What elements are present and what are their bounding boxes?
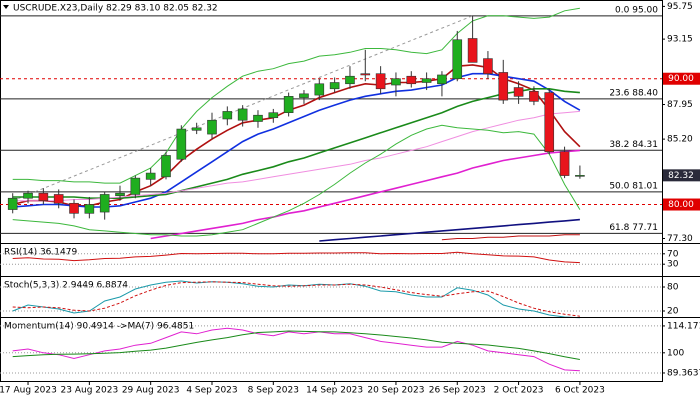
x-tick-label: 26 Sep 2023 [429,386,486,396]
indicator-line [12,280,580,319]
candle-body [222,111,233,120]
y-tick-label: 20 [667,307,679,317]
x-tick-label: 14 Sep 2023 [306,386,363,396]
indicator-line [12,330,580,360]
x-tick-label: 29 Aug 2023 [122,386,180,396]
panel-title: RSI(14) 36.1479 [4,248,77,258]
y-tick-label: 93.15 [667,35,693,45]
price-label: 82.32 [668,171,694,181]
candle-body [268,112,279,119]
level-label: 80.00 [668,200,694,210]
chart-title: USCRUDE.X23,Daily 82.29 83.10 82.05 82.3… [13,4,218,14]
x-tick-label: 17 Aug 2023 [0,386,57,396]
candle-body [53,194,64,204]
candle-body [115,192,125,197]
level-tag [663,72,700,85]
candle-body [23,192,33,199]
candle-body [375,73,386,90]
candle-body [559,151,570,176]
x-tick-label: 2 Oct 2023 [494,386,544,396]
y-tick-label: 77.30 [667,234,693,244]
x-tick-label: 6 Oct 2023 [555,386,605,396]
indicator-line [319,218,580,242]
candle-body [38,192,49,202]
candle-body [452,39,463,80]
panel-title: Momentum(14) 90.4914 ->MA(7) 96.4851 [4,322,194,332]
fib-label: 61.8 77.71 [609,223,658,233]
price-tag [663,169,700,182]
indicator-line [12,251,580,264]
fib-label: 38.2 84.31 [609,140,658,150]
candle-body [529,91,539,102]
candle-body [191,127,202,131]
candle-body [421,78,432,83]
fib-label: 23.6 88.40 [609,88,658,98]
indicator-line [12,7,580,184]
candle-body [437,74,447,85]
y-tick-label: 80 [667,283,679,293]
y-tick-label: 100 [667,348,684,358]
candle-body [513,87,524,97]
x-tick-label: 20 Sep 2023 [367,386,424,396]
candle-body [99,194,110,213]
level-tag [663,198,700,211]
candle-body [360,73,371,76]
candle-body [406,75,417,85]
y-tick-label: 95.75 [667,2,693,12]
candle-body [130,177,141,195]
level-label: 90.00 [668,74,694,84]
fib-label: 0.0 95.00 [615,5,658,15]
candle-body [483,58,493,74]
candle-body [7,197,18,210]
candle-body [176,128,187,160]
candle-body [314,83,325,96]
indicator-line [12,124,581,237]
y-tick-label: 70 [667,249,679,259]
menu-icon [3,5,9,9]
candle-body [84,204,95,214]
candle-body [329,82,340,90]
fib-label: 50.0 81.01 [609,181,658,191]
x-tick-label: 8 Sep 2023 [248,386,299,396]
candle-body [299,93,309,98]
candle-body [575,175,585,177]
y-tick-label: 30 [667,260,679,270]
candle-body [237,108,248,121]
panel-title: Stoch(5,3,3) 2.9449 6.8874 [4,281,128,291]
y-tick-label: 114.1716 [667,321,700,331]
candle-body [161,155,171,178]
candle-body [544,92,555,152]
candle-body [283,96,294,113]
y-tick-label: 87.95 [667,100,693,110]
candle-body [467,38,478,63]
indicator-line [12,281,580,317]
candle-body [253,114,263,122]
y-tick-label: 85.20 [667,135,693,145]
x-tick-label: 4 Sep 2023 [186,386,237,396]
indicator-line [441,234,580,241]
candle-body [207,119,217,135]
x-tick-label: 23 Aug 2023 [61,386,119,396]
indicator-line [150,149,580,240]
indicator-line [12,327,580,372]
y-tick-label: 89.3637 [667,368,700,378]
candle-body [145,172,156,180]
candle-body [345,75,355,85]
candle-body [498,72,509,101]
candle-body [391,78,401,86]
candle-body [69,202,79,214]
